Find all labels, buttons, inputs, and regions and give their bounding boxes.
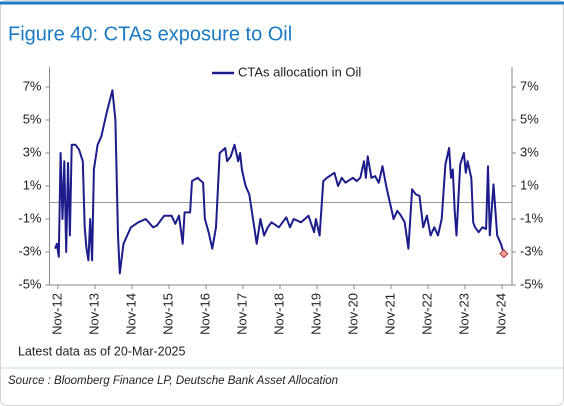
y-tick-label: 7%	[23, 78, 42, 93]
series-line	[54, 89, 505, 275]
y2-tick-label: -1%	[520, 210, 544, 225]
x-tick-label: Nov-12	[49, 293, 64, 335]
legend-label: CTAs allocation in Oil	[238, 64, 361, 79]
x-tick-label: Nov-15	[160, 293, 175, 335]
y-tick-label: 3%	[23, 144, 42, 159]
x-tick-label: Nov-24	[493, 293, 508, 335]
y-tick-label: -1%	[18, 210, 42, 225]
x-tick-label: Nov-17	[234, 293, 249, 335]
y2-tick-label: 3%	[520, 144, 539, 159]
x-tick-label: Nov-13	[86, 293, 101, 335]
y2-tick-label: -3%	[520, 243, 544, 258]
y2-tick-label: -5%	[520, 276, 544, 291]
source: Source : Bloomberg Finance LP, Deutsche …	[8, 375, 338, 387]
x-tick-label: Nov-20	[345, 293, 360, 335]
x-tick-label: Nov-14	[123, 293, 138, 335]
note: Latest data as of 20-Mar-2025	[18, 344, 186, 358]
x-tick-label: Nov-18	[271, 293, 286, 335]
y2-tick-label: 5%	[520, 111, 539, 126]
y-tick-label: -5%	[18, 276, 42, 291]
x-tick-label: Nov-22	[419, 293, 434, 335]
y2-tick-label: 7%	[520, 78, 539, 93]
y-tick-label: -3%	[18, 243, 42, 258]
y-tick-label: 1%	[23, 177, 42, 192]
x-tick-label: Nov-19	[308, 293, 323, 335]
chart-title: Figure 40: CTAs exposure to Oil	[8, 23, 292, 45]
x-tick-label: Nov-16	[197, 293, 212, 335]
x-tick-label: Nov-23	[456, 293, 471, 335]
y2-tick-label: 1%	[520, 177, 539, 192]
x-tick-label: Nov-21	[382, 293, 397, 335]
y-tick-label: 5%	[23, 111, 42, 126]
last-point-marker	[499, 248, 509, 259]
